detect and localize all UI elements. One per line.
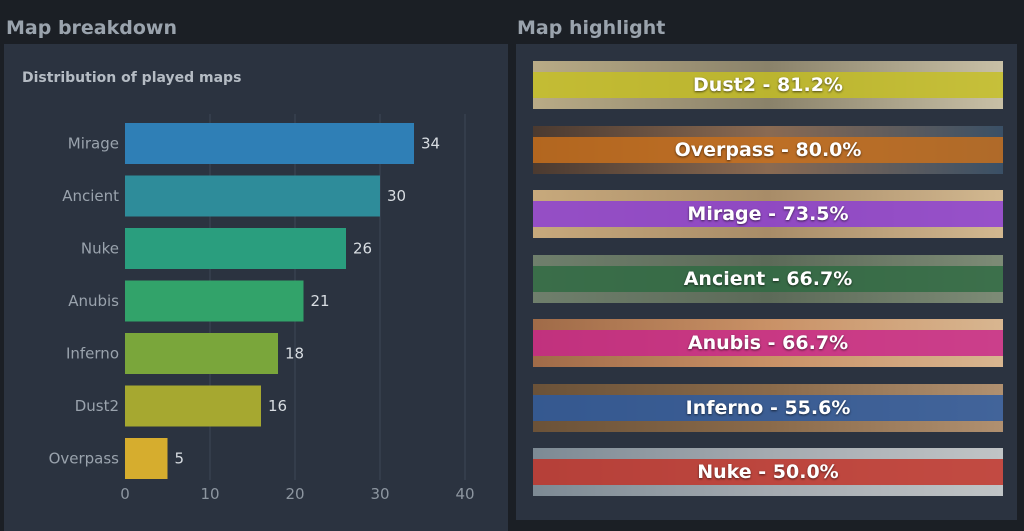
map-banner-label: Overpass - 80.0% xyxy=(674,138,862,161)
bar xyxy=(125,333,278,374)
category-label: Mirage xyxy=(68,135,119,153)
map-banner-label: Ancient - 66.7% xyxy=(683,267,853,290)
map-banner-band xyxy=(533,265,1003,292)
map-banner-label: Dust2 - 81.2% xyxy=(693,74,843,96)
x-tick-label: 20 xyxy=(285,485,304,503)
map-banner-band xyxy=(533,72,1003,98)
map-highlight-panel: Dust2 - 81.2% Overpass - 80.0% Mirage - 73… xyxy=(516,44,1017,520)
map-banner-band xyxy=(533,459,1003,485)
bar-value-label: 30 xyxy=(387,187,406,205)
x-tick-label: 30 xyxy=(370,485,389,503)
bar-value-label: 34 xyxy=(421,135,440,153)
category-label: Ancient xyxy=(62,187,119,205)
category-label: Nuke xyxy=(81,240,119,258)
map-banner-label: Nuke - 50.0% xyxy=(697,461,839,483)
category-label: Anubis xyxy=(68,292,119,310)
map-banner-label: Anubis - 66.7% xyxy=(687,332,849,354)
bar xyxy=(125,123,414,164)
map-highlight-banner: Mirage - 73.5% xyxy=(533,190,1003,238)
map-highlight-title: Map highlight xyxy=(517,17,666,39)
x-tick-label: 0 xyxy=(120,485,130,503)
map-breakdown-panel: 0 10 20 30 40 Mirage 34 Ancient 30 Nuke 26 Anubis 21… xyxy=(4,44,508,531)
bar xyxy=(125,228,346,269)
bar xyxy=(125,280,304,322)
x-tick-label: 10 xyxy=(200,485,219,503)
map-banner-label: Inferno - 55.6% xyxy=(685,396,851,419)
bar-value-label: 21 xyxy=(311,292,330,310)
category-label: Dust2 xyxy=(75,397,119,415)
map-banner-band xyxy=(533,136,1003,163)
bar-value-label: 16 xyxy=(268,397,287,415)
map-highlight-banner: Anubis - 66.7% xyxy=(533,319,1003,367)
map-highlight-banner: Nuke - 50.0% xyxy=(533,448,1003,496)
category-label: Overpass xyxy=(49,450,120,468)
bar xyxy=(125,175,380,217)
map-distribution-chart: 0 10 20 30 40 Mirage 34 Ancient 30 Nuke 26 Anubis 21… xyxy=(49,114,475,503)
map-highlight-banner: Inferno - 55.6% xyxy=(533,383,1003,432)
bar xyxy=(125,385,261,427)
map-banner-label: Mirage - 73.5% xyxy=(687,203,849,225)
x-tick-label: 40 xyxy=(455,485,474,503)
map-banner-band xyxy=(533,330,1003,356)
bar-value-label: 26 xyxy=(353,240,372,258)
map-highlight-banner: Ancient - 66.7% xyxy=(533,254,1003,303)
category-label: Inferno xyxy=(66,345,119,363)
bar-value-label: 18 xyxy=(285,345,304,363)
map-banner-band xyxy=(533,394,1003,421)
map-highlight-banner: Dust2 - 81.2% xyxy=(533,61,1003,109)
map-breakdown-title: Map breakdown xyxy=(6,17,177,39)
map-banner-band xyxy=(533,201,1003,227)
chart-title: Distribution of played maps xyxy=(22,70,242,86)
bar xyxy=(125,438,168,479)
map-highlight-banner: Overpass - 80.0% xyxy=(533,125,1003,174)
bar-value-label: 5 xyxy=(175,450,185,468)
